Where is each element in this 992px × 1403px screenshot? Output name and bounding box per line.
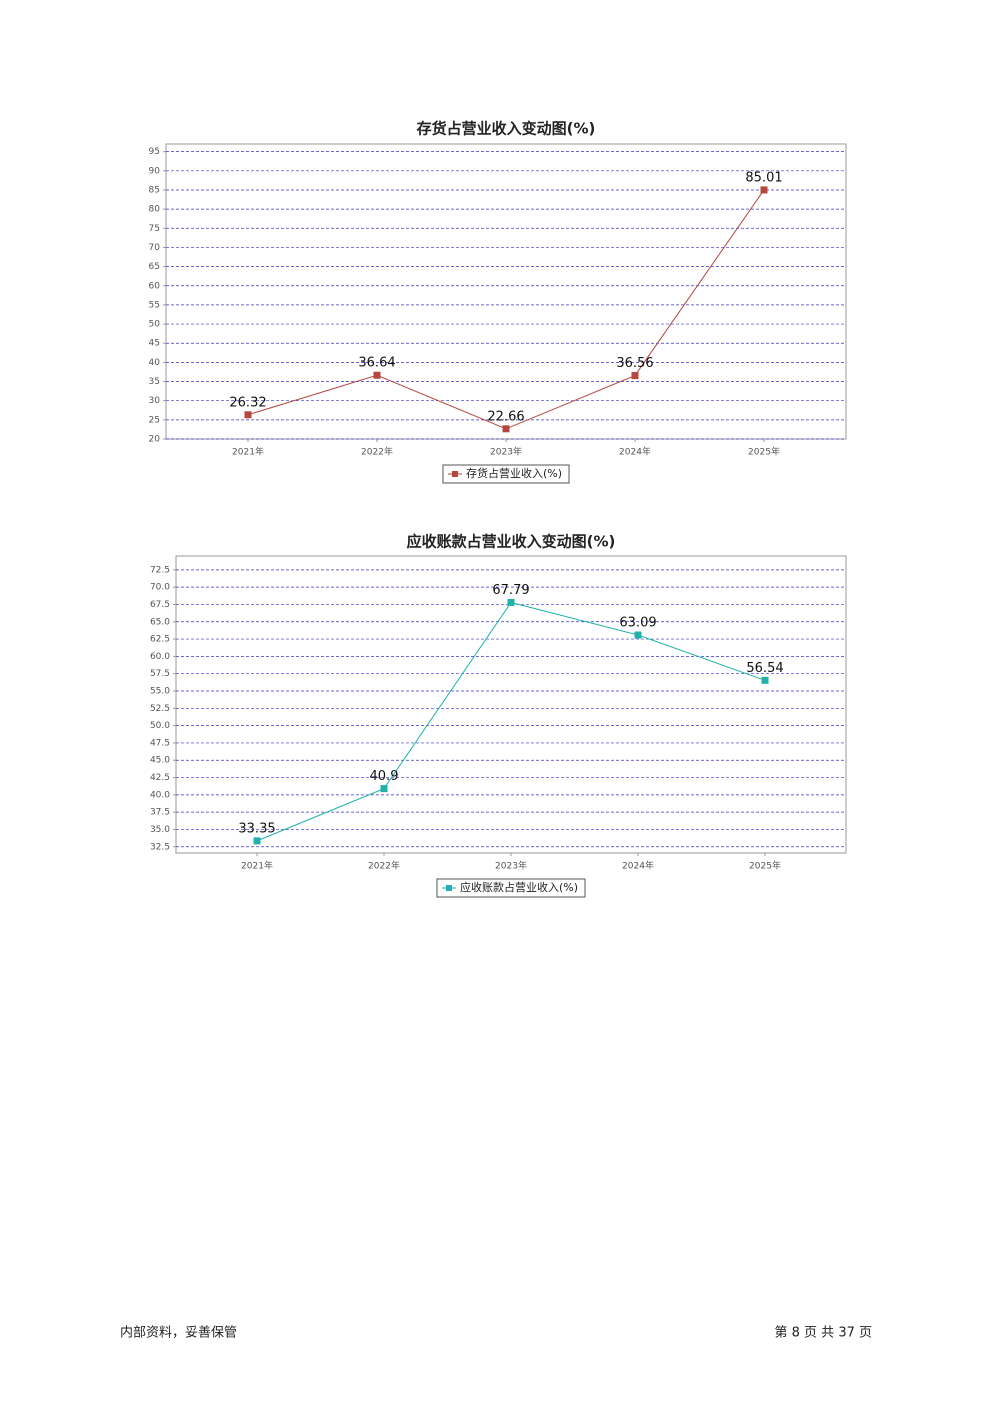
y-tick-label: 40 (149, 358, 161, 368)
y-tick-label: 60 (149, 281, 161, 291)
y-tick-label: 20 (149, 435, 161, 445)
x-tick-label: 2022年 (361, 446, 393, 458)
data-point (244, 411, 252, 419)
data-label: 22.66 (487, 409, 524, 424)
footer-left: 内部资料，妥善保管 (120, 1325, 237, 1341)
y-tick-label: 75 (149, 224, 160, 234)
data-point (634, 631, 642, 639)
x-tick-label: 2021年 (241, 860, 273, 872)
data-label: 63.09 (619, 615, 656, 630)
x-tick-label: 2023年 (490, 446, 522, 458)
y-tick-label: 72.5 (150, 565, 170, 575)
legend-symbol (445, 885, 452, 891)
legend-label: 存货占营业收入(%) (466, 466, 562, 480)
y-tick-label: 70 (149, 243, 161, 253)
chart-title: 应收账款占营业收入变动图(%) (407, 533, 616, 551)
y-tick-label: 60.0 (150, 652, 170, 662)
x-tick-label: 2023年 (495, 860, 527, 872)
data-label: 56.54 (746, 661, 783, 676)
y-tick-label: 25 (149, 415, 160, 425)
data-point (373, 371, 381, 379)
y-tick-label: 50 (149, 320, 161, 330)
x-tick-label: 2021年 (232, 446, 264, 458)
y-tick-label: 50.0 (150, 721, 170, 731)
x-tick-label: 2025年 (748, 446, 780, 458)
data-point (253, 837, 261, 845)
legend-symbol (451, 471, 458, 477)
chart-title: 存货占营业收入变动图(%) (417, 120, 596, 138)
y-tick-label: 55.0 (150, 687, 170, 697)
y-tick-label: 70.0 (150, 583, 170, 593)
y-tick-label: 45.0 (150, 756, 170, 766)
y-tick-label: 65 (149, 262, 160, 272)
y-tick-label: 65.0 (150, 617, 170, 627)
y-tick-label: 42.5 (150, 773, 170, 783)
y-tick-label: 30 (149, 396, 161, 406)
data-label: 67.79 (492, 583, 529, 598)
data-point (761, 676, 769, 684)
y-tick-label: 47.5 (150, 738, 170, 748)
plot-area (165, 143, 847, 440)
y-tick-label: 35.0 (150, 825, 170, 835)
data-point (380, 785, 388, 793)
footer-right: 第 8 页 共 37 页 (775, 1326, 872, 1341)
data-point (760, 186, 768, 194)
data-label: 40.9 (370, 769, 399, 784)
data-point (502, 425, 510, 433)
data-label: 85.01 (745, 170, 782, 185)
data-point (507, 598, 515, 606)
y-tick-label: 85 (149, 185, 160, 195)
y-tick-label: 52.5 (150, 704, 170, 714)
y-tick-label: 90 (149, 166, 161, 176)
y-tick-label: 55 (149, 300, 160, 310)
y-tick-label: 37.5 (150, 808, 170, 818)
y-tick-label: 57.5 (150, 669, 170, 679)
y-tick-label: 45 (149, 339, 160, 349)
data-label: 36.56 (616, 356, 653, 371)
y-tick-label: 35 (149, 377, 160, 387)
x-tick-label: 2022年 (368, 860, 400, 872)
y-tick-label: 95 (149, 147, 160, 157)
y-tick-label: 80 (149, 205, 161, 215)
x-tick-label: 2025年 (749, 860, 781, 872)
y-tick-label: 40.0 (150, 790, 170, 800)
y-tick-label: 32.5 (150, 842, 170, 852)
y-tick-label: 67.5 (150, 600, 170, 610)
legend-label: 应收账款占营业收入(%) (460, 880, 578, 894)
legend-box (442, 464, 570, 484)
legend-box (436, 878, 586, 898)
x-tick-label: 2024年 (619, 446, 651, 458)
y-tick-label: 62.5 (150, 635, 170, 645)
data-label: 33.35 (238, 821, 275, 836)
data-label: 36.64 (358, 356, 395, 371)
x-tick-label: 2024年 (622, 860, 654, 872)
data-point (631, 372, 639, 380)
data-label: 26.32 (229, 395, 266, 410)
